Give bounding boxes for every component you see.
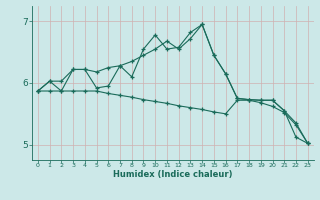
X-axis label: Humidex (Indice chaleur): Humidex (Indice chaleur) <box>113 170 233 179</box>
